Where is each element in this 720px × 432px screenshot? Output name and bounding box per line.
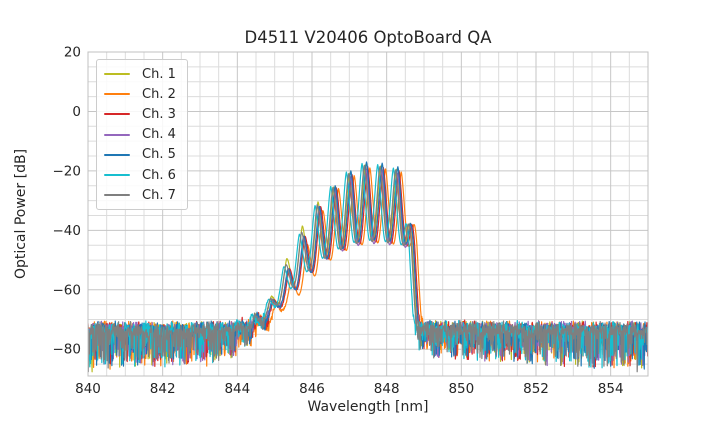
x-tick-label: 846 (299, 381, 325, 397)
legend-line-swatch (104, 93, 130, 96)
legend-entry-label: Ch. 6 (142, 167, 176, 183)
y-tick-label: −40 (53, 223, 82, 239)
legend-entry: Ch. 3 (103, 104, 181, 124)
y-tick-label: 0 (72, 104, 81, 120)
x-tick-label: 842 (150, 381, 176, 397)
x-tick-label: 844 (224, 381, 250, 397)
x-axis-label: Wavelength [nm] (307, 399, 429, 415)
legend-entry: Ch. 1 (103, 64, 181, 84)
legend-entry-label: Ch. 3 (142, 106, 176, 122)
spectra (88, 161, 648, 373)
legend: Ch. 1 Ch. 2 Ch. 3 Ch. 4 Ch. 5 Ch. 6 Ch. 7 (96, 59, 188, 211)
legend-entry: Ch. 4 (103, 125, 181, 145)
axes-spines (87, 51, 649, 377)
x-tick-label: 854 (598, 381, 624, 397)
legend-line-swatch (104, 73, 130, 76)
y-tick-label: −60 (53, 282, 82, 298)
legend-entry-label: Ch. 4 (142, 127, 176, 143)
legend-line-swatch (104, 194, 130, 197)
legend-entry: Ch. 2 (103, 84, 181, 104)
legend-entry-label: Ch. 1 (142, 66, 176, 82)
y-tick-label: −80 (53, 342, 82, 358)
legend-entry-label: Ch. 2 (142, 86, 176, 102)
y-tick-label: 20 (64, 45, 81, 61)
x-tick-label: 850 (448, 381, 474, 397)
legend-line-swatch (104, 174, 130, 177)
legend-line-swatch (104, 153, 130, 156)
spectrum-trace-7 (88, 164, 648, 373)
x-tick-label: 840 (75, 381, 101, 397)
x-tick-label: 848 (374, 381, 400, 397)
legend-entry: Ch. 5 (103, 145, 181, 165)
x-tick-label: 852 (523, 381, 549, 397)
y-tick-label: −20 (53, 163, 82, 179)
legend-line-swatch (104, 113, 130, 116)
legend-entry-label: Ch. 5 (142, 147, 176, 163)
legend-entry: Ch. 6 (103, 165, 181, 185)
legend-line-swatch (104, 133, 130, 136)
legend-entry: Ch. 7 (103, 185, 181, 205)
chart-title: D4511 V20406 OptoBoard QA (244, 28, 492, 47)
legend-entry-label: Ch. 7 (142, 187, 176, 203)
